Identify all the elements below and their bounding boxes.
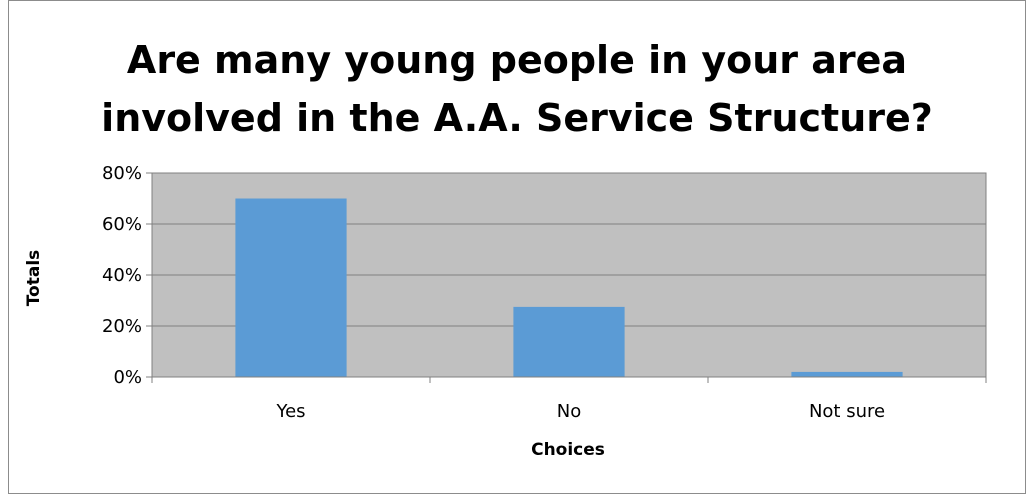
- y-tick-label: 40%: [102, 265, 142, 286]
- bar-yes: [235, 198, 347, 377]
- x-tick-label: No: [557, 401, 581, 422]
- y-tick-label: 20%: [102, 316, 142, 337]
- y-tick-label: 60%: [102, 214, 142, 235]
- bar-not-sure: [791, 371, 903, 377]
- chart-title-line-2: involved in the A.A. Service Structure?: [101, 96, 933, 140]
- x-tick-label: Yes: [275, 401, 305, 422]
- bar-no: [513, 306, 625, 377]
- y-tick-label: 80%: [102, 163, 142, 184]
- x-axis-label: Choices: [531, 440, 605, 460]
- chart-title-line-1: Are many young people in your area: [126, 38, 908, 82]
- x-tick-label: Not sure: [809, 401, 885, 422]
- y-tick-label: 0%: [113, 367, 142, 388]
